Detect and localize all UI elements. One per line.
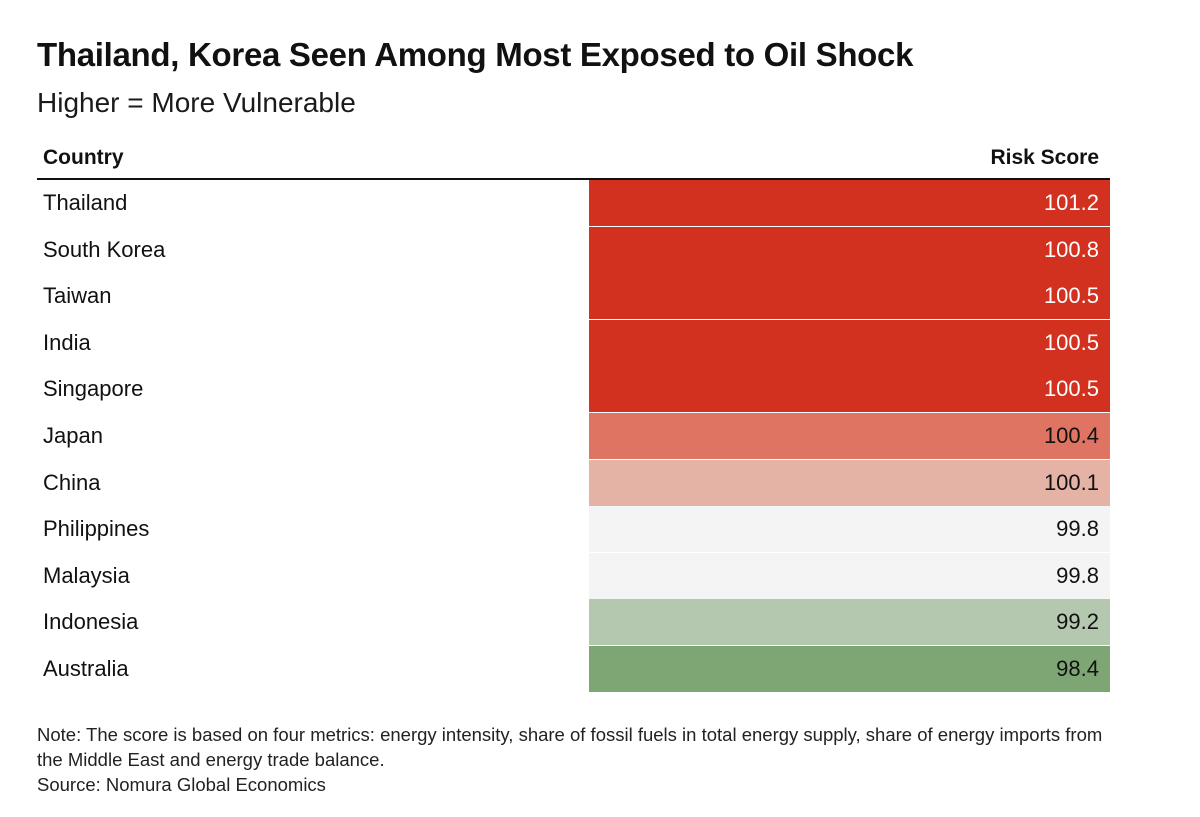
table-row: Singapore 100.5	[37, 366, 1110, 413]
chart-subtitle: Higher = More Vulnerable	[37, 87, 356, 118]
country-label: Thailand	[43, 190, 128, 215]
risk-score-value: 99.2	[1056, 609, 1099, 635]
table-row: Malaysia 99.8	[37, 552, 1110, 600]
footnote: Note: The score is based on four metrics…	[37, 724, 1103, 770]
table-row: Philippines 99.8	[37, 506, 1110, 553]
chart-title: Thailand, Korea Seen Among Most Exposed …	[37, 36, 914, 73]
risk-score-cell: 100.1	[589, 459, 1110, 506]
risk-score-value: 100.1	[1043, 469, 1099, 495]
table-row: Thailand 101.2	[37, 180, 1110, 227]
risk-score-cell: 100.5	[589, 366, 1110, 413]
country-label: Malaysia	[43, 562, 130, 588]
country-label: Taiwan	[43, 283, 112, 309]
risk-score-cell: 100.8	[589, 226, 1110, 273]
table-row: South Korea 100.8	[37, 226, 1110, 274]
column-header-country: Country	[43, 146, 124, 169]
risk-score-cell: 99.8	[589, 506, 1110, 553]
risk-score-value: 100.5	[1043, 376, 1099, 402]
country-label: Philippines	[43, 516, 150, 542]
table-row: Indonesia 99.2	[37, 599, 1110, 646]
country-label: China	[43, 469, 101, 495]
risk-score-cell: 100.5	[589, 273, 1110, 320]
risk-score-cell: 100.5	[589, 319, 1110, 366]
risk-score-value: 100.5	[1043, 283, 1099, 309]
risk-score-value: 100.5	[1043, 329, 1099, 355]
risk-score-table: Country Risk Score Thailand 101.2 South Ko…	[37, 140, 1110, 692]
table-body: Thailand 101.2 South Korea 100.8 Taiwan 100.5…	[37, 180, 1110, 692]
table-row: China 100.1	[37, 459, 1110, 507]
country-label: India	[43, 329, 91, 355]
risk-score-cell: 99.8	[589, 552, 1110, 599]
table-row: Australia 98.4	[37, 646, 1110, 693]
risk-score-value: 100.8	[1043, 236, 1099, 262]
risk-score-value: 99.8	[1056, 516, 1099, 542]
column-header-risk-score: Risk Score	[990, 146, 1099, 169]
table-row: Japan 100.4	[37, 413, 1110, 460]
risk-score-cell: 98.4	[589, 646, 1110, 692]
risk-score-cell: 100.4	[589, 413, 1110, 459]
risk-score-value: 100.4	[1043, 423, 1099, 448]
risk-score-value: 99.8	[1056, 562, 1099, 588]
country-label: South Korea	[43, 236, 166, 262]
table-row: Taiwan 100.5	[37, 273, 1110, 320]
risk-score-cell: 101.2	[589, 180, 1110, 226]
country-label: Indonesia	[43, 609, 139, 635]
risk-score-value: 101.2	[1043, 190, 1099, 215]
source-credit: Source: Nomura Global Economics	[37, 774, 326, 795]
table-header: Country Risk Score	[37, 140, 1110, 180]
risk-score-cell: 99.2	[589, 599, 1110, 646]
country-label: Australia	[43, 656, 129, 681]
country-label: Japan	[43, 423, 103, 448]
country-label: Singapore	[43, 376, 144, 402]
risk-score-value: 98.4	[1056, 656, 1099, 681]
table-row: India 100.5	[37, 319, 1110, 367]
